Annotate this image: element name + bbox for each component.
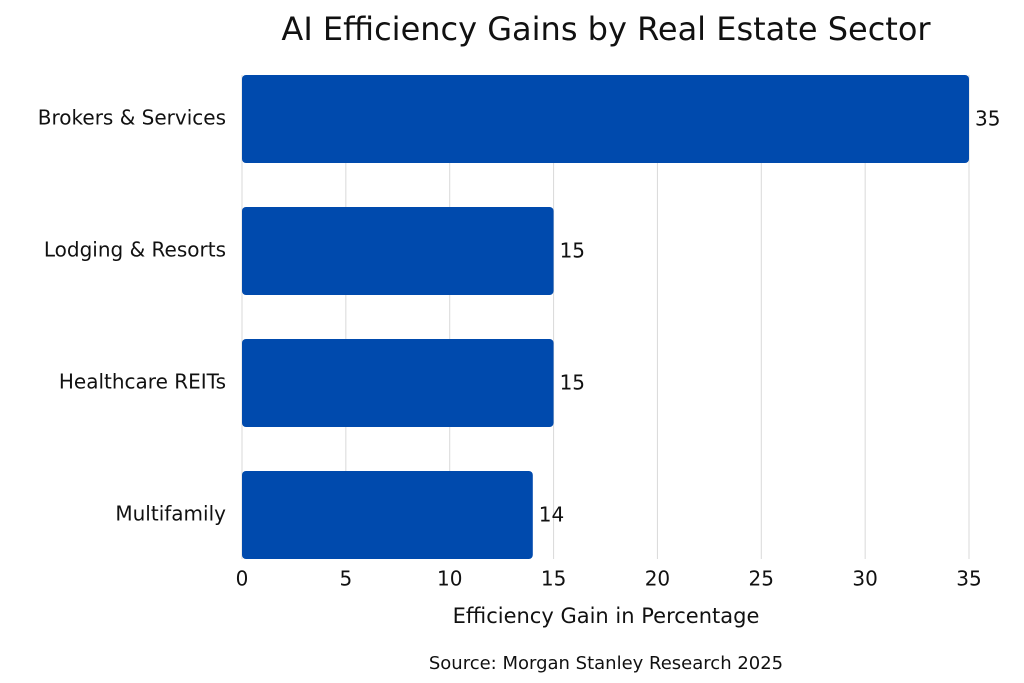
x-tick-label: 20 — [645, 567, 670, 591]
data-label: 15 — [560, 371, 585, 395]
y-tick-label: Brokers & Services — [38, 106, 226, 130]
source: Source: Morgan Stanley Research 2025 — [429, 653, 783, 674]
x-axis-label: Efficiency Gain in Percentage — [453, 604, 760, 628]
x-tick-label: 35 — [956, 567, 981, 591]
chart-title: AI Efficiency Gains by Real Estate Secto… — [281, 10, 931, 48]
x-tick-label: 5 — [339, 567, 352, 591]
y-tick-label: Lodging & Resorts — [44, 238, 226, 262]
y-tick-label: Multifamily — [115, 502, 226, 526]
x-tick-label: 0 — [236, 567, 249, 591]
x-tick-label: 25 — [749, 567, 774, 591]
bar — [242, 207, 554, 295]
x-tick-label: 30 — [852, 567, 877, 591]
data-label: 14 — [539, 503, 564, 527]
x-tick-label: 15 — [541, 567, 566, 591]
bar — [242, 75, 969, 163]
bar — [242, 339, 554, 427]
y-tick-label: Healthcare REITs — [59, 370, 226, 394]
bar — [242, 471, 533, 559]
data-label: 15 — [560, 239, 585, 263]
x-tick-label: 10 — [437, 567, 462, 591]
data-label: 35 — [975, 107, 1000, 131]
